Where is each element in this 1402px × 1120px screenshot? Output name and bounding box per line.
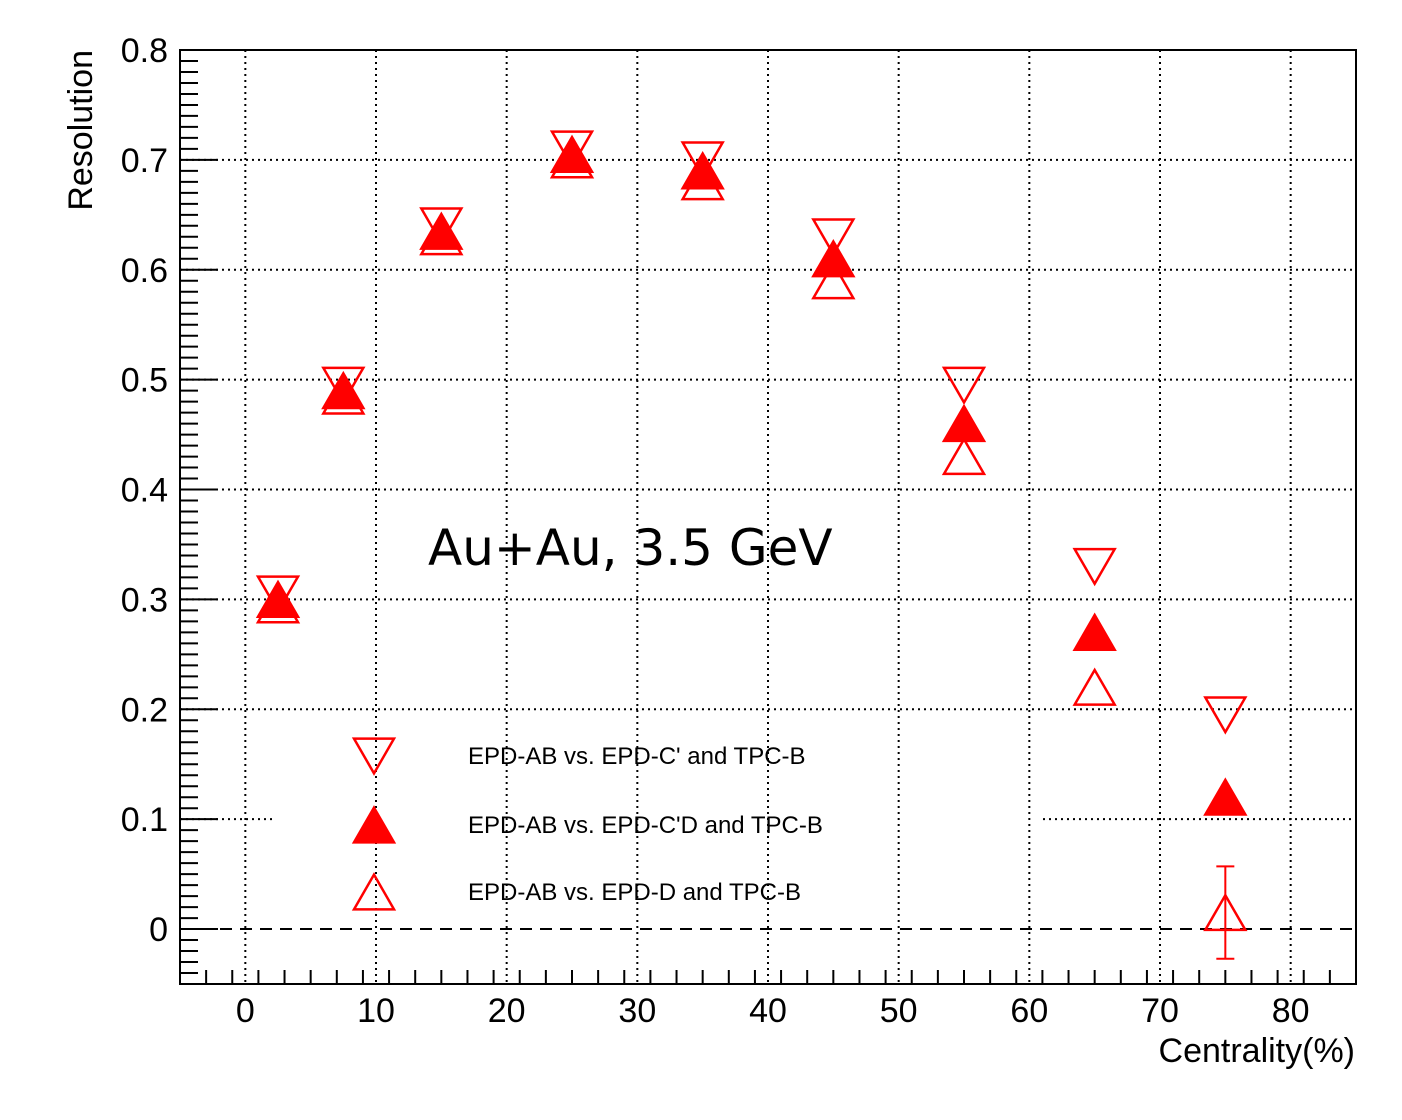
y-tick-label: 0.4 (121, 472, 168, 510)
y-axis-title: Resolution (62, 50, 100, 211)
y-tick-label: 0.2 (121, 691, 168, 729)
point-ab-vs-cprime-d (680, 151, 725, 190)
point-ab-vs-d (811, 260, 856, 300)
axis-tick-labels: 0 10 20 30 40 50 60 70 80 0 0.1 0.2 0.3 0.4 0.5 0.6 0.7 0… (121, 32, 1310, 1030)
x-tick-label: 30 (618, 992, 656, 1030)
energy-annotation: Au+Au, 3.5 GeV (428, 519, 833, 577)
point-ab-vs-cprime (1072, 547, 1117, 587)
point-ab-vs-cprime-d (549, 134, 595, 173)
point-ab-vs-cprime (1203, 696, 1248, 735)
point-ab-vs-cprime-d (419, 211, 464, 250)
y-tick-label: 0.7 (121, 142, 168, 180)
point-ab-vs-d (1072, 667, 1117, 706)
y-tick-label: 0.6 (121, 252, 168, 290)
x-axis-title: Centrality(%) (1159, 1032, 1355, 1070)
plot-frame (179, 49, 1357, 985)
point-ab-vs-cprime (549, 130, 595, 169)
legend-marker (351, 805, 397, 844)
x-tick-label: 10 (357, 992, 395, 1030)
point-ab-vs-cprime (680, 141, 725, 180)
axis-ticks (179, 49, 1357, 985)
x-tick-label: 0 (236, 992, 255, 1030)
legend-marker (351, 737, 397, 776)
point-ab-vs-d (941, 436, 987, 476)
x-tick-label: 40 (749, 992, 787, 1030)
legend: EPD-AB vs. EPD-C' and TPC-B EPD-AB vs. EP… (351, 737, 823, 911)
legend-label: EPD-AB vs. EPD-D and TPC-B (468, 879, 801, 906)
y-tick-label: 0.5 (121, 362, 168, 400)
point-ab-vs-cprime (419, 207, 464, 246)
point-ab-vs-cprime (321, 366, 366, 405)
point-ab-vs-cprime (255, 575, 301, 614)
y-tick-label: 0 (149, 911, 168, 949)
y-tick-label: 0.8 (121, 32, 168, 70)
legend-label: EPD-AB vs. EPD-C'D and TPC-B (468, 812, 823, 839)
point-ab-vs-cprime-d (255, 579, 301, 618)
point-ab-vs-d (1203, 892, 1248, 932)
point-ab-vs-cprime (941, 366, 987, 405)
point-ab-vs-cprime-d (321, 370, 366, 410)
legend-label: EPD-AB vs. EPD-C' and TPC-B (468, 743, 806, 770)
x-tick-label: 50 (880, 992, 918, 1030)
x-tick-label: 60 (1010, 992, 1048, 1030)
x-tick-label: 20 (488, 992, 526, 1030)
y-tick-label: 0.1 (121, 801, 168, 839)
point-ab-vs-cprime (811, 218, 856, 257)
point-ab-vs-cprime-d (1203, 777, 1248, 816)
y-tick-label: 0.3 (121, 581, 168, 619)
point-ab-vs-cprime-d (811, 238, 856, 278)
grid (180, 49, 1356, 984)
x-tick-label: 80 (1272, 992, 1310, 1030)
legend-marker (351, 872, 397, 911)
point-ab-vs-cprime-d (941, 403, 987, 443)
point-ab-vs-cprime-d (1072, 612, 1117, 651)
data-points (255, 130, 1248, 960)
x-tick-label: 70 (1141, 992, 1179, 1030)
